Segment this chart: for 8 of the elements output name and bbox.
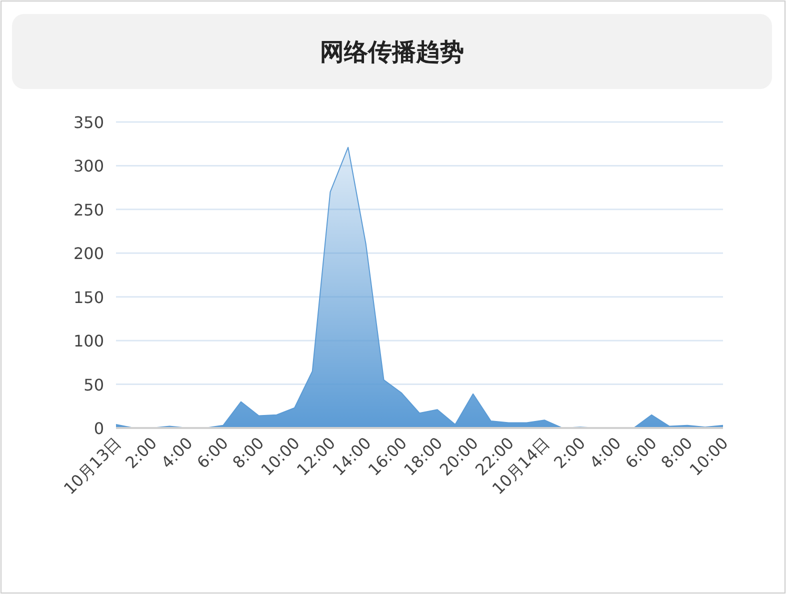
chart-title: 网络传播趋势 [320,38,464,66]
y-tick-label: 300 [73,156,104,176]
y-tick-label: 150 [73,288,104,307]
y-tick-label: 350 [73,113,104,132]
y-tick-label: 250 [73,200,104,220]
y-tick-label: 200 [73,244,104,264]
y-tick-label: 100 [73,332,104,351]
y-tick-label: 50 [84,375,104,394]
